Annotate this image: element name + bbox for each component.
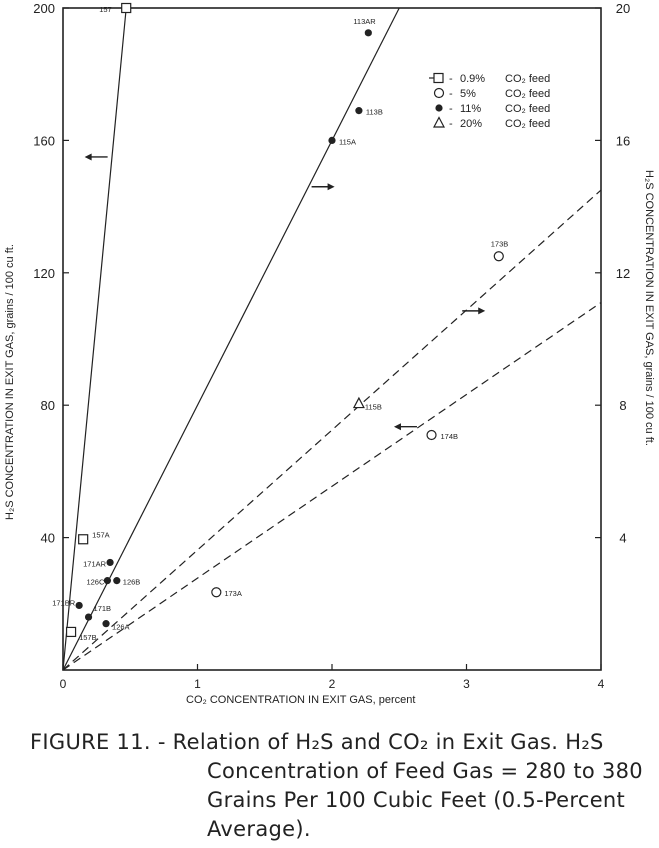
legend-percent: 11% [460, 103, 481, 115]
x-axis-label: CO₂ CONCENTRATION IN EXIT GAS, percent [186, 694, 415, 706]
point-label: 113AR [353, 17, 376, 26]
y-tick-label-right: 4 [619, 531, 626, 546]
caption-line-1: FIGURE 11. - Relation of H₂S and CO₂ in … [30, 730, 604, 754]
legend-marker-circle-filled [435, 104, 443, 112]
x-tick-label: 2 [329, 677, 336, 691]
data-point-circle-filled [355, 107, 363, 115]
arrow-head [393, 423, 401, 431]
point-label: 113B [366, 108, 383, 117]
point-label: 126C [86, 578, 105, 587]
y-tick-label-left: 40 [41, 531, 55, 546]
point-label: 115A [339, 137, 356, 146]
legend-dash: - [449, 88, 453, 100]
arrow-head [84, 153, 92, 161]
legend-label: CO₂ feed [505, 73, 550, 85]
point-label: 126B [123, 578, 141, 587]
data-point-circle-filled [328, 136, 336, 144]
data-point-circle-open [426, 429, 437, 441]
point-label: 171BR [52, 598, 76, 607]
point-label: 115B [365, 403, 382, 412]
point-label: 171AR [83, 559, 107, 568]
arrow-left-icon [393, 423, 417, 431]
arrow-right-icon [462, 307, 486, 315]
point-label: 157B [79, 633, 97, 642]
arrow-left-icon [84, 153, 108, 161]
fit-lines [62, 7, 602, 671]
data-point-circle-filled [106, 558, 114, 567]
legend-label: CO₂ feed [505, 103, 550, 115]
dashed-fit-line [62, 302, 602, 671]
legend-dash: - [449, 103, 453, 115]
legend: -0.9% CO₂ feed- 5% CO₂ feed- 11% CO₂ feed- 20%… [429, 72, 550, 130]
data-point-triangle [352, 396, 365, 409]
point-label: 157 [99, 5, 112, 14]
arrow-head [478, 307, 486, 315]
legend-percent: 5% [460, 88, 476, 100]
point-label: 173B [491, 239, 509, 248]
point-label: 171B [94, 604, 112, 613]
legend-label: CO₂ feed [505, 118, 550, 130]
legend-marker-square [433, 72, 444, 84]
legend-percent: 0.9% [460, 73, 485, 85]
y-tick-label-right: 12 [616, 266, 630, 281]
y-tick-label-right: 20 [616, 1, 630, 16]
axis-ticks [62, 7, 602, 670]
data-point-circle-filled [103, 577, 111, 585]
data-points [65, 2, 504, 638]
data-point-square [78, 534, 89, 545]
data-point-circle-filled [75, 601, 83, 610]
y-tick-label-right: 8 [619, 398, 626, 413]
y-tick-label-left: 120 [33, 266, 55, 281]
point-label: 126A [112, 623, 130, 632]
data-point-circle-filled [113, 577, 121, 585]
legend-dash: - [449, 73, 453, 85]
solid-fit-line [62, 7, 127, 671]
y-axis-label-right: H₂S CONCENTRATION IN EXIT GAS, grains / … [643, 170, 655, 446]
figure-caption: FIGURE 11. - Relation of H₂S and CO₂ in … [30, 728, 650, 844]
data-point-circle-filled [102, 620, 110, 628]
legend-marker-circle-open [433, 87, 445, 99]
x-tick-label: 1 [194, 677, 201, 691]
y-tick-label-right: 16 [616, 133, 630, 148]
legend-label: CO₂ feed [505, 88, 550, 100]
y-axis-label-left: H₂S CONCENTRATION IN EXIT GAS, grains / … [4, 244, 16, 520]
y-tick-label-left: 160 [33, 133, 55, 148]
data-point-circle-open [493, 251, 504, 262]
data-point-square [65, 626, 77, 638]
arrow-head [327, 183, 335, 191]
legend-marker-triangle [433, 116, 445, 128]
data-point-circle-open [211, 587, 222, 598]
point-label: 173A [224, 589, 242, 598]
legend-percent: 20% [460, 118, 482, 130]
y-tick-label-left: 80 [41, 398, 55, 413]
data-point-circle-filled [364, 29, 372, 37]
caption-line-4: Average). [207, 817, 311, 841]
legend-dash: - [449, 118, 453, 130]
arrow-right-icon [311, 183, 335, 191]
caption-line-2: Concentration of Feed Gas = 280 to 380 [207, 759, 643, 783]
caption-line-3: Grains Per 100 Cubic Feet (0.5-Percent [207, 788, 626, 812]
y-tick-label-left: 200 [33, 1, 55, 16]
x-tick-label: 0 [60, 677, 67, 691]
data-point-square [121, 2, 132, 14]
solid-fit-line [62, 7, 400, 671]
point-labels: 157 157A 157B 173B 174B 173A 113AR 113B 115A 171A… [52, 5, 508, 642]
x-tick-label: 4 [598, 677, 605, 691]
data-point-circle-filled [84, 613, 93, 621]
point-label: 157A [92, 530, 110, 539]
dashed-fit-line [62, 189, 602, 671]
axis-arrows [84, 153, 486, 431]
point-label: 174B [441, 432, 459, 441]
x-tick-label: 3 [463, 677, 470, 691]
